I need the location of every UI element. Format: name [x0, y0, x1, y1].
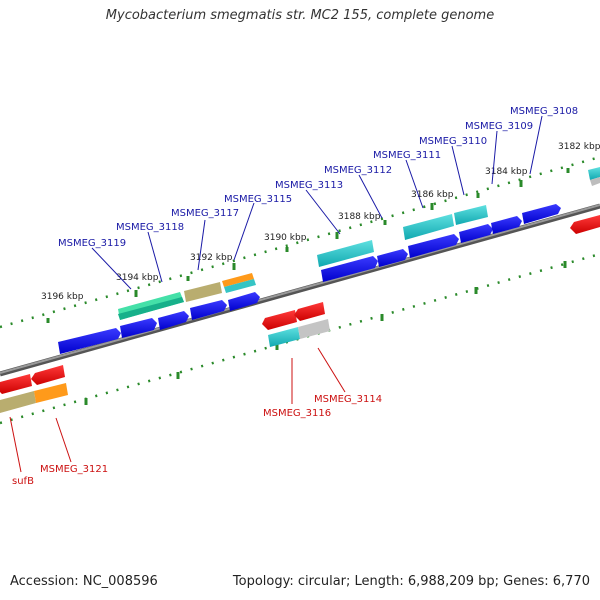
forward-strand-genes: [58, 204, 561, 354]
gene-arrow[interactable]: [262, 310, 297, 330]
gene-arrow[interactable]: [321, 256, 378, 282]
gene-arrow[interactable]: [268, 327, 300, 347]
tick-label: 3192 kbp: [190, 253, 233, 263]
topology-info: Topology: circular; Length: 6,988,209 bp…: [232, 574, 590, 589]
genome-backbone: [0, 203, 600, 377]
gene-arrow[interactable]: [522, 204, 561, 224]
forward-gene-labels: MSMEG_3119 MSMEG_3118 MSMEG_3117 MSMEG_3…: [58, 106, 578, 249]
gene-arrow[interactable]: [120, 318, 157, 338]
gene-label[interactable]: MSMEG_3113: [275, 180, 343, 191]
gene-arrow[interactable]: [228, 292, 260, 311]
reverse-leader-lines: [9, 347, 346, 473]
accession-label: Accession:: [10, 574, 79, 589]
gene-arrow[interactable]: [34, 383, 68, 403]
gene-arrow[interactable]: [31, 365, 65, 385]
gene-label[interactable]: MSMEG_3121: [40, 464, 108, 475]
accession-info: Accession: NC_008596: [10, 574, 158, 589]
gene-arrow[interactable]: [570, 215, 600, 234]
gene-arrow[interactable]: [491, 216, 522, 234]
gene-arrow[interactable]: [317, 240, 374, 267]
gene-label[interactable]: MSMEG_3114: [314, 394, 382, 405]
gene-arrow[interactable]: [459, 224, 493, 243]
reverse-strand-genes: [0, 215, 600, 413]
forward-strand-outer-genes: [118, 167, 600, 320]
gene-arrow[interactable]: [224, 279, 256, 293]
forward-leader-lines: [91, 115, 543, 290]
gene-label[interactable]: sufB: [12, 476, 34, 487]
upper-ruler: [0, 155, 600, 329]
gene-label[interactable]: MSMEG_3117: [171, 208, 239, 219]
map-title: Mycobacterium smegmatis str. MC2 155, co…: [105, 8, 495, 23]
tick-label: 3184 kbp: [485, 167, 528, 177]
gene-label[interactable]: MSMEG_3118: [116, 222, 184, 233]
gene-arrow[interactable]: [190, 300, 227, 320]
gene-arrow[interactable]: [184, 282, 222, 302]
gene-arrow[interactable]: [222, 273, 254, 287]
gene-arrow[interactable]: [158, 311, 189, 330]
gene-label[interactable]: MSMEG_3111: [373, 150, 441, 161]
tick-label: 3182 kbp: [558, 142, 600, 152]
gene-label[interactable]: MSMEG_3115: [224, 194, 292, 205]
tick-label: 3196 kbp: [41, 292, 84, 302]
gene-arrow[interactable]: [294, 302, 325, 321]
gene-arrow[interactable]: [377, 249, 408, 267]
ruler-tick-labels: 3196 kbp 3194 kbp 3192 kbp 3190 kbp 3188…: [41, 142, 600, 302]
tick-label: 3190 kbp: [264, 233, 307, 243]
gene-label[interactable]: MSMEG_3116: [263, 408, 331, 419]
gene-arrow[interactable]: [454, 205, 488, 225]
gene-arrow[interactable]: [403, 214, 454, 240]
gene-arrow-shade: [118, 297, 184, 320]
gene-arrow[interactable]: [0, 374, 32, 394]
gene-arrow[interactable]: [588, 167, 600, 180]
gene-arrow[interactable]: [58, 328, 121, 354]
gene-label[interactable]: MSMEG_3110: [419, 136, 487, 147]
gene-arrow[interactable]: [590, 177, 600, 186]
tick-label: 3194 kbp: [116, 273, 159, 283]
gene-label[interactable]: MSMEG_3108: [510, 106, 578, 117]
gene-label[interactable]: MSMEG_3112: [324, 165, 392, 176]
gene-arrow[interactable]: [298, 319, 330, 339]
reverse-gene-labels: MSMEG_3116 MSMEG_3114 sufB MSMEG_3121: [12, 394, 382, 487]
tick-label: 3188 kbp: [338, 212, 381, 222]
gene-arrow[interactable]: [0, 391, 36, 413]
tick-label: 3186 kbp: [411, 190, 454, 200]
gene-label[interactable]: MSMEG_3119: [58, 238, 126, 249]
gene-label[interactable]: MSMEG_3109: [465, 121, 533, 132]
gene-arrow[interactable]: [408, 234, 459, 258]
accession-value: NC_008596: [82, 574, 158, 589]
